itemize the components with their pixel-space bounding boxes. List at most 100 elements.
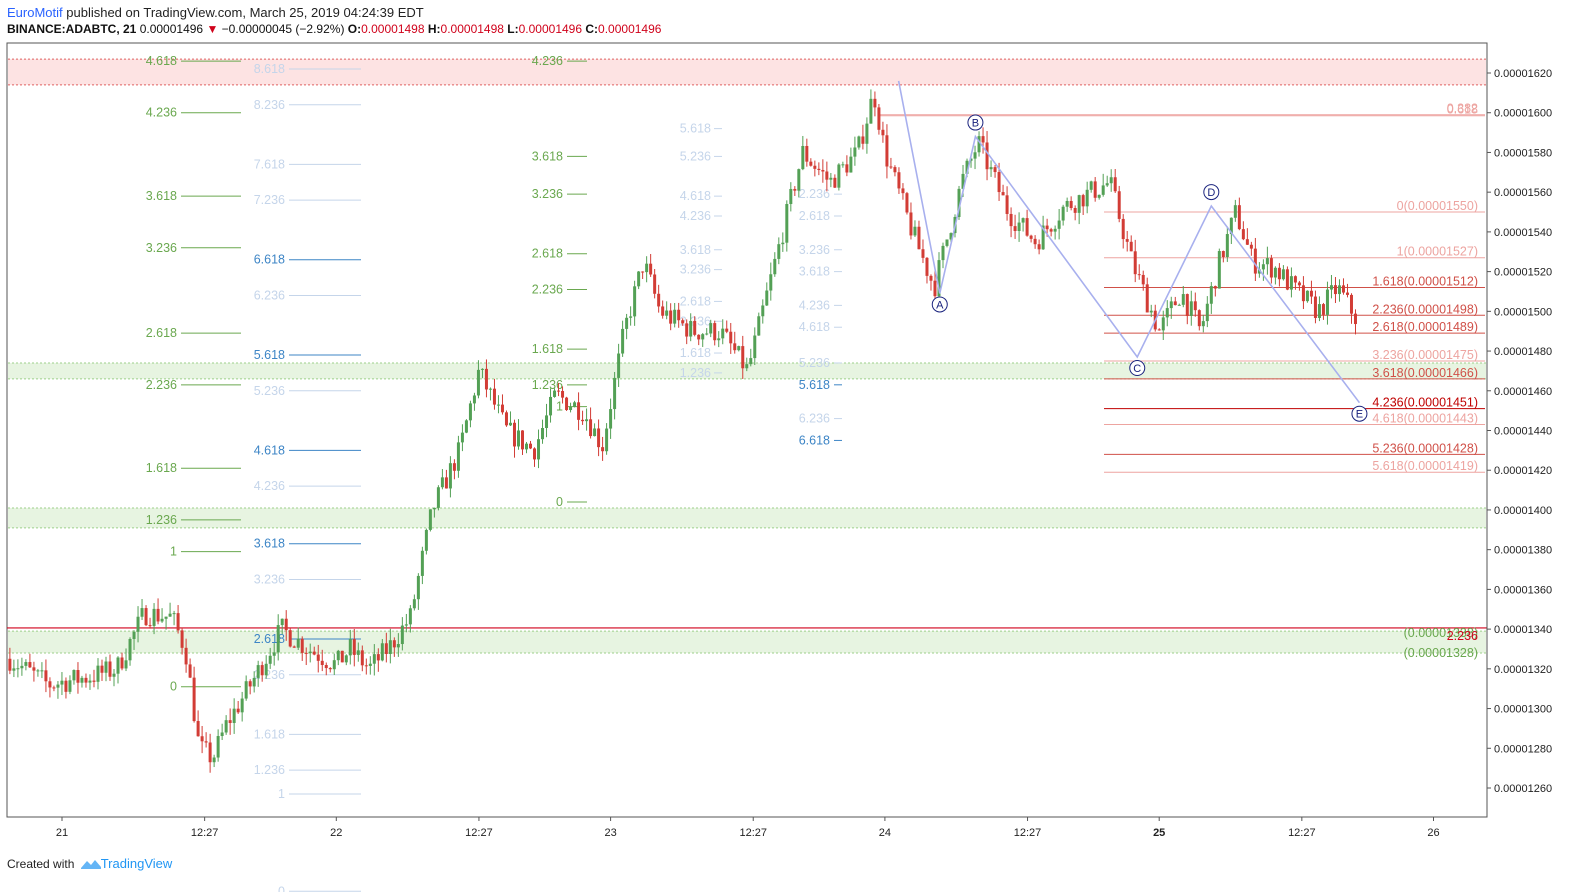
fib-mid-blue-label-3: 4.236 — [680, 209, 711, 223]
candle-body-199 — [805, 145, 809, 162]
candle-body-280 — [1129, 241, 1133, 252]
candle-body-222 — [897, 172, 901, 189]
candle-body-244 — [985, 142, 989, 170]
y-axis[interactable]: 0.00001620 0.00001600 0.00001580 0.00001560… — [1486, 43, 1552, 817]
candle-body-257 — [1037, 244, 1041, 250]
candle-body-75 — [308, 651, 312, 654]
publisher-name[interactable]: EuroMotif — [7, 5, 63, 20]
candle-body-185 — [749, 358, 753, 365]
candle-body-322 — [1297, 282, 1301, 286]
candle-body-45 — [188, 664, 192, 678]
pattern-label-d: D — [1207, 187, 1215, 199]
candle-body-54 — [224, 720, 228, 733]
candle-body-203 — [821, 169, 825, 172]
tradingview-brand[interactable]: TradingView — [100, 856, 173, 871]
y-tick-label-7: 0.00001480 — [1494, 346, 1552, 358]
candle-body-132 — [537, 439, 541, 460]
candle-body-107 — [436, 487, 440, 508]
y-tick-label-2: 0.00001580 — [1494, 147, 1552, 159]
candle-body-234 — [945, 239, 949, 246]
candle-body-58 — [240, 698, 244, 713]
candle-body-316 — [1273, 267, 1277, 278]
candle-body-111 — [452, 463, 456, 471]
candle-body-204 — [825, 171, 829, 180]
candle-body-291 — [1173, 301, 1177, 306]
pattern-point-d[interactable] — [1203, 184, 1220, 201]
candle-body-31 — [132, 631, 136, 639]
candle-body-19 — [84, 677, 88, 683]
x-tick-label-9: 12:27 — [1288, 827, 1316, 839]
fib-right-label-6: 2.618(0.00001489) — [1372, 320, 1478, 334]
candle-body-254 — [1025, 218, 1029, 236]
candle-body-318 — [1281, 269, 1285, 280]
candle-body-61 — [252, 677, 256, 687]
fib-right-blue[interactable]: 2.236 2.618 3.236 3.618 4.236 4.618 5.236 5.618… — [799, 187, 842, 447]
candle-body-74 — [304, 652, 308, 654]
candle-body-14 — [64, 680, 68, 692]
pattern-layer[interactable]: A B C D E — [897, 80, 1368, 422]
fib-mid-blue-label-4: 3.618 — [680, 243, 711, 257]
fib-right-blue-label-9: 6.618 — [799, 433, 830, 447]
candle-body-214 — [865, 123, 869, 144]
fib-left-blue-label-3: 7.236 — [254, 193, 285, 207]
candle-body-47 — [196, 721, 200, 737]
candle-body-56 — [232, 708, 236, 723]
support-label-1: 2.236 — [1447, 629, 1478, 643]
symbol-name[interactable]: BINANCE:ADABTC, 21 — [7, 22, 137, 36]
support-label-0: (0.00001338) — [1404, 626, 1478, 640]
candle-body-76 — [312, 651, 316, 655]
low-value: 0.00001496 — [518, 22, 583, 36]
candle-body-157 — [637, 271, 641, 287]
candle-body-79 — [324, 665, 328, 669]
candle-body-273 — [1101, 185, 1105, 195]
candle-body-9 — [44, 670, 48, 682]
price-change: −0.00000045 (−2.92%) — [221, 22, 345, 36]
candle-body-198 — [801, 145, 805, 170]
candle-body-35 — [148, 625, 152, 627]
pattern-point-b[interactable] — [967, 114, 984, 131]
candle-body-78 — [320, 660, 324, 666]
candle-body-192 — [777, 244, 781, 259]
candle-body-44 — [184, 647, 188, 665]
candle-body-57 — [236, 708, 240, 713]
pattern-path[interactable] — [897, 80, 1361, 404]
fib-right-label-9: 4.236(0.00001451) — [1372, 396, 1478, 410]
pattern-point-e[interactable] — [1351, 405, 1368, 422]
candle-body-137 — [557, 390, 561, 392]
candle-body-178 — [721, 328, 725, 339]
candle-body-311 — [1253, 248, 1257, 274]
created-with-label: Created with — [7, 857, 75, 871]
plot-frame — [6, 42, 1488, 818]
candle-body-284 — [1145, 284, 1149, 313]
candle-body-166 — [673, 309, 677, 324]
candle-body-209 — [845, 164, 849, 173]
fib-mid-green-label-2: 3.236 — [532, 187, 563, 201]
pattern-point-c[interactable] — [1129, 360, 1146, 377]
fib-left-green[interactable]: 4.618 4.236 3.618 3.236 2.618 2.236 1.618 1.236… — [146, 54, 241, 694]
candle-body-239 — [965, 160, 969, 174]
candle-body-160 — [649, 263, 653, 275]
fib-left-blue-label-15: 1.236 — [254, 763, 285, 777]
fib-left-green-label-6: 1.618 — [146, 461, 177, 475]
pattern-point-a[interactable] — [931, 296, 948, 313]
x-axis[interactable]: 21 12:27 22 12:27 23 12:27 24 12:27 25 12:27 26 — [56, 817, 1440, 839]
candle-body-11 — [52, 687, 56, 689]
candle-body-148 — [601, 447, 605, 452]
candle-body-2 — [16, 668, 20, 670]
y-tick-label-4: 0.00001540 — [1494, 227, 1552, 239]
publish-info: EuroMotif published on TradingView.com, … — [7, 5, 424, 20]
fib-left-blue-label-12: 2.618 — [254, 632, 285, 646]
close-label: C: — [585, 22, 599, 36]
candle-body-18 — [80, 677, 84, 683]
fib-left-blue-label-7: 5.236 — [254, 384, 285, 398]
fib-left-blue-label-8: 4.618 — [254, 443, 285, 457]
candle-body-124 — [504, 412, 508, 426]
candle-body-169 — [685, 323, 689, 337]
x-tick-label-2: 22 — [330, 827, 342, 839]
candle-body-67 — [276, 625, 280, 653]
fib-mid-green[interactable]: 4.236 3.618 3.236 2.618 2.236 1.618 1.236 1 0 — [532, 54, 587, 509]
candle-body-288 — [1161, 317, 1165, 331]
candle-body-142 — [577, 402, 581, 420]
